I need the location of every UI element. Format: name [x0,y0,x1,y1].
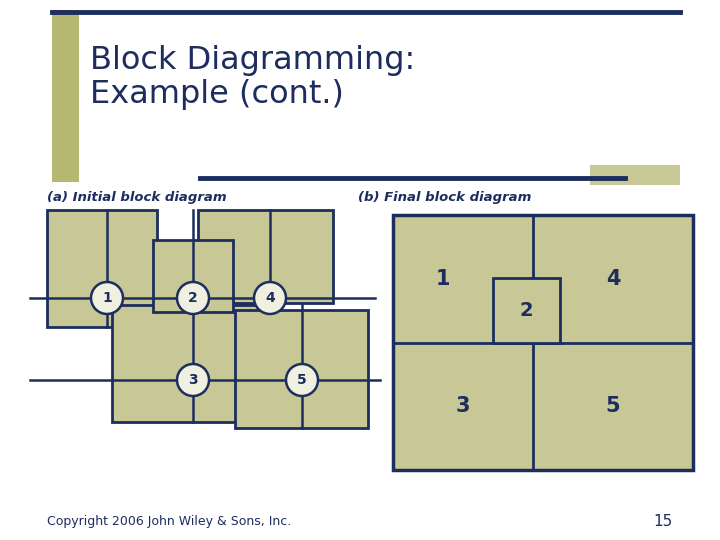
Text: Block Diagramming:: Block Diagramming: [90,44,415,76]
Text: 1: 1 [436,269,450,289]
Circle shape [286,364,318,396]
Text: 5: 5 [606,396,621,416]
Text: Copyright 2006 John Wiley & Sons, Inc.: Copyright 2006 John Wiley & Sons, Inc. [47,516,292,529]
Text: (b) Final block diagram: (b) Final block diagram [358,192,531,205]
Circle shape [91,282,123,314]
Text: 2: 2 [188,291,198,305]
Text: 5: 5 [297,373,307,387]
Bar [235,310,368,428]
Bar [52,10,79,182]
Bar [47,210,157,327]
Text: Example (cont.): Example (cont.) [90,79,344,111]
Circle shape [254,282,286,314]
Bar [112,305,280,422]
Bar [590,165,680,185]
Bar [493,278,560,343]
Circle shape [177,364,209,396]
Text: 4: 4 [606,269,620,289]
Text: 15: 15 [654,515,673,530]
Circle shape [177,282,209,314]
Text: 3: 3 [456,396,470,416]
Bar [153,240,233,312]
Text: 4: 4 [265,291,275,305]
Bar [198,210,333,303]
Text: 3: 3 [188,373,198,387]
Text: (a) Initial block diagram: (a) Initial block diagram [47,192,227,205]
Text: 2: 2 [520,301,534,320]
Text: 1: 1 [102,291,112,305]
Bar [393,215,693,470]
